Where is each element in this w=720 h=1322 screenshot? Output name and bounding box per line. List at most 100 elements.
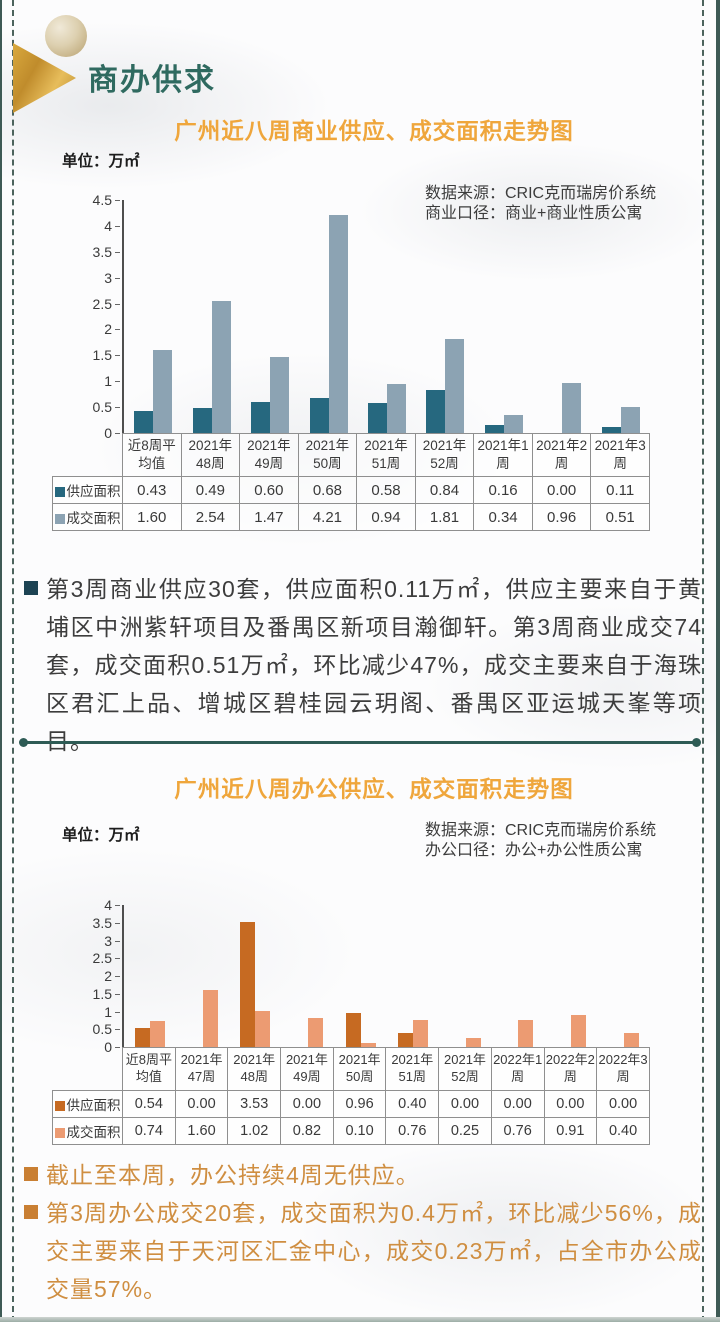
value-cell: 0.84 [414, 476, 475, 504]
y-axis-tick: 2.5 [92, 950, 121, 967]
data-table: 近8周平均值 2021年48周 2021年49周 2021年50周 2021年51周 20… [52, 433, 650, 531]
bar-transaction [503, 415, 523, 433]
value-cell: 0.96 [332, 1090, 387, 1118]
bar-group [597, 1033, 650, 1047]
category-label: 2021年47周 [174, 1047, 229, 1091]
office-notes: 截止至本周，办公持续4周无供应。 第3周办公成交20套，成交面积为0.4万㎡，环… [24, 1156, 702, 1308]
y-axis: 4.5 4 3.5 3 2.5 2 1.5 1 0.5 0 [52, 192, 122, 441]
section-divider [19, 738, 701, 747]
value-cell: 0.00 [490, 1090, 545, 1118]
value-cell: 1.02 [227, 1117, 282, 1145]
category-label: 2021年3周 [590, 433, 650, 477]
bar-supply [192, 408, 212, 433]
value-cell: 0.58 [356, 476, 416, 504]
value-cell: 1.60 [122, 503, 182, 531]
source-line-1: 数据来源：CRIC克而瑞房价系统 [425, 822, 657, 839]
square-bullet-icon [24, 1167, 38, 1181]
value-cell: 0.51 [590, 503, 650, 531]
bar-transaction [328, 215, 348, 433]
commercial-data-source: 数据来源：CRIC克而瑞房价系统 商业口径：商业+商业性质公寓 [425, 184, 656, 224]
commercial-unit-label: 单位：万㎡ [62, 153, 140, 170]
y-axis-tick: 0 [104, 425, 120, 441]
bar-transaction [211, 301, 231, 433]
value-cell: 0.00 [543, 1090, 598, 1118]
value-cell: 0.76 [490, 1117, 545, 1145]
value-cell: 0.00 [531, 476, 592, 504]
y-axis-tick: 1.5 [92, 347, 121, 364]
frame-left-solid-line [0, 0, 2, 1322]
bar-supply [240, 922, 256, 1047]
bar-supply [398, 1033, 414, 1047]
commercial-notes: 第3周商业供应30套，供应面积0.11万㎡，供应主要来自于黄埔区中洲紫轩项目及番… [24, 570, 702, 760]
value-cell: 0.00 [280, 1090, 334, 1118]
bar-transaction [571, 1015, 587, 1047]
category-label: 2021年50周 [297, 433, 358, 477]
value-cell: 0.82 [280, 1117, 334, 1145]
value-cell: 0.25 [438, 1117, 492, 1145]
value-cell: 0.74 [122, 1117, 176, 1145]
bar-group [440, 1038, 493, 1047]
value-cell: 0.91 [543, 1117, 598, 1145]
bar-group [124, 1021, 177, 1047]
series-name: 供应面积 [52, 1090, 123, 1118]
series-row: 供应面积 0.43 0.49 0.60 0.68 0.58 0.84 0.16 0.00 0.11 [52, 476, 650, 504]
bar-supply [426, 390, 446, 433]
value-cell: 1.47 [239, 503, 299, 531]
category-label: 2021年49周 [239, 433, 299, 477]
y-axis-tick: 1 [104, 373, 120, 390]
bar-transaction [270, 357, 290, 433]
category-label: 2021年48周 [180, 433, 241, 477]
frame-right-dashed-line [702, 0, 704, 1322]
value-cell: 1.81 [414, 503, 475, 531]
bar-supply [134, 411, 154, 433]
bar-group [177, 990, 230, 1047]
category-label: 2022年3周 [596, 1047, 650, 1091]
bar-group [229, 922, 282, 1047]
y-axis-tick: 0 [104, 1039, 120, 1055]
value-cell: 0.16 [473, 476, 533, 504]
bar-group [241, 357, 299, 433]
value-cell: 0.54 [122, 1090, 176, 1118]
bar-group [492, 1020, 545, 1047]
value-cell: 0.94 [356, 503, 416, 531]
y-axis-tick: 4 [104, 897, 120, 913]
category-label: 近8周平均值 [122, 1047, 176, 1091]
office-data-source: 数据来源：CRIC克而瑞房价系统 办公口径：办公+办公性质公寓 [425, 821, 656, 861]
value-cell: 4.21 [297, 503, 358, 531]
legend-swatch-supply [54, 487, 65, 497]
category-label: 2021年48周 [227, 1047, 282, 1091]
bar-transaction [413, 1020, 429, 1047]
value-cell: 0.49 [180, 476, 241, 504]
square-bullet-icon [24, 1205, 38, 1219]
plot [122, 905, 650, 1047]
value-cell: 0.40 [385, 1090, 440, 1118]
value-cell: 0.00 [438, 1090, 492, 1118]
category-label: 2021年2周 [531, 433, 592, 477]
frame-bottom-band [0, 1317, 720, 1322]
category-label: 2021年51周 [356, 433, 416, 477]
bar-transaction [150, 1021, 166, 1047]
y-axis-tick: 2 [104, 321, 120, 338]
bar-group [358, 384, 416, 433]
category-label: 2021年50周 [332, 1047, 387, 1091]
y-axis-tick: 0.5 [92, 1021, 121, 1038]
y-axis-tick: 4 [104, 217, 120, 234]
legend-swatch-supply [54, 1101, 65, 1111]
value-cell: 1.60 [174, 1117, 229, 1145]
bar-group [533, 383, 591, 433]
series-row: 成交面积 0.74 1.60 1.02 0.82 0.10 0.76 0.25 0.76 0.91… [52, 1117, 650, 1145]
y-axis-tick: 1.5 [92, 985, 121, 1002]
bar-group [282, 1018, 335, 1047]
office-chart-title: 广州近八周办公供应、成交面积走势图 [174, 777, 574, 802]
plot-area: 4.5 4 3.5 3 2.5 2 1.5 1 0.5 0 [52, 192, 650, 441]
category-label: 2021年1周 [473, 433, 533, 477]
series-row: 成交面积 1.60 2.54 1.47 4.21 0.94 1.81 0.34 0.96 0.51 [52, 503, 650, 531]
category-label: 2021年52周 [438, 1047, 492, 1091]
category-label: 2022年1周 [490, 1047, 545, 1091]
category-label: 2021年52周 [414, 433, 475, 477]
y-axis-tick: 2 [104, 968, 120, 984]
bar-transaction [308, 1018, 324, 1047]
bar-supply [345, 1013, 361, 1047]
value-cell: 2.54 [180, 503, 241, 531]
